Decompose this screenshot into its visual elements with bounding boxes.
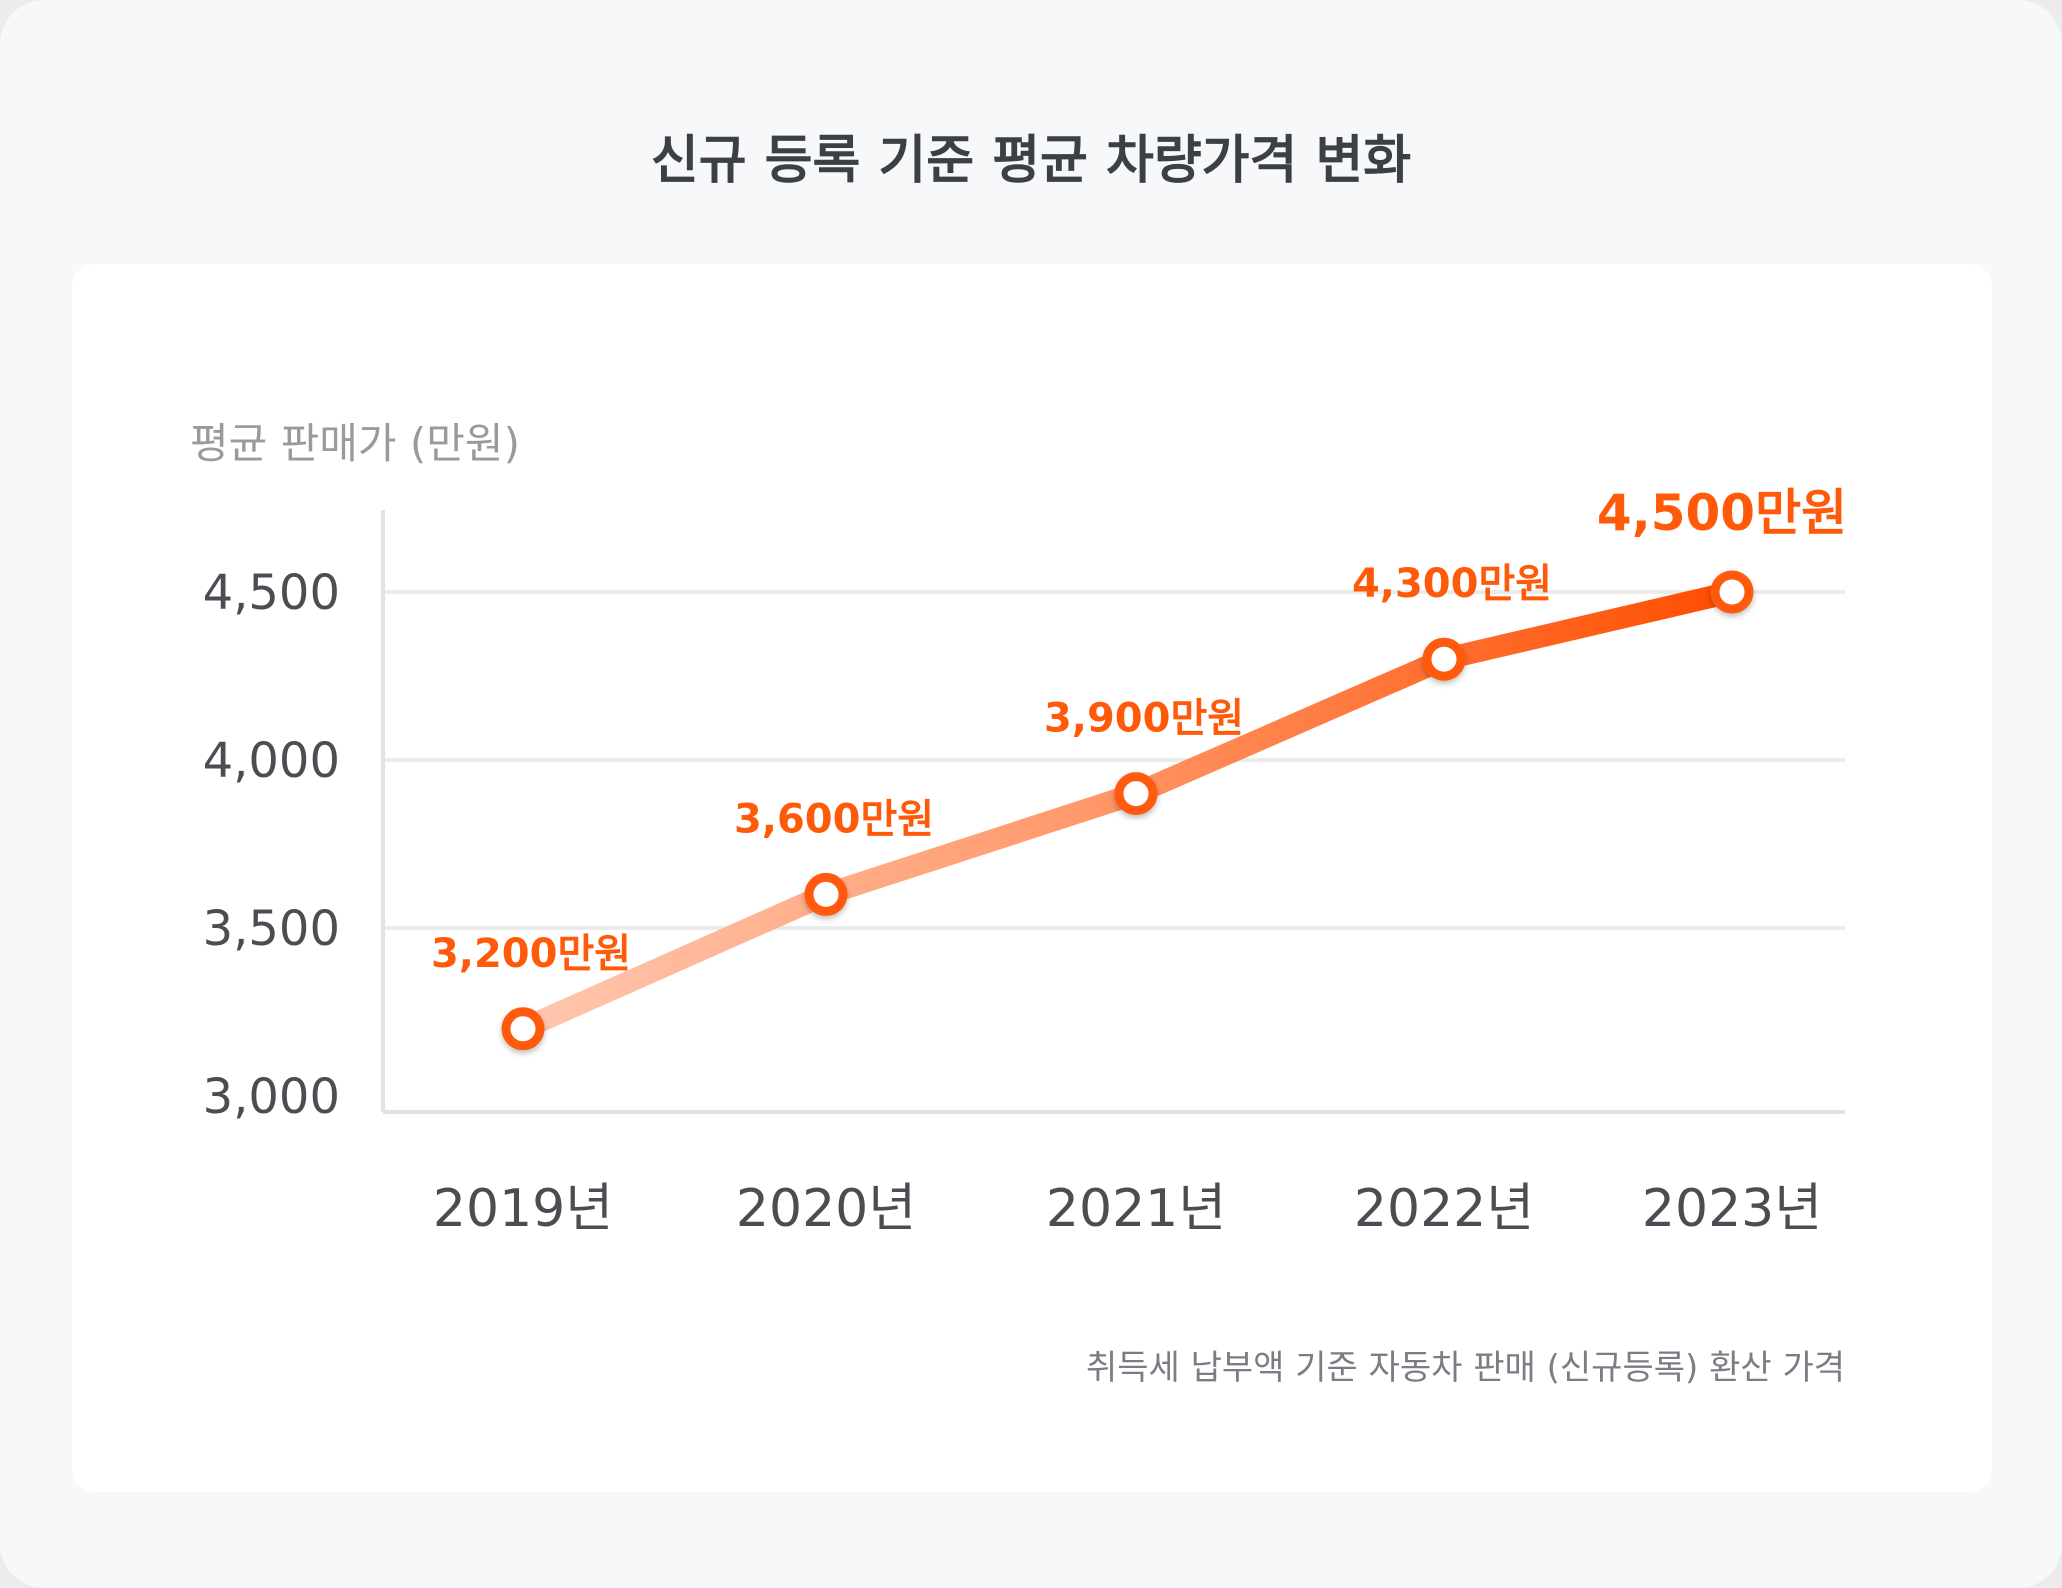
- x-tick-label: 2021년: [1046, 1179, 1226, 1239]
- y-tick-label: 3,500: [203, 901, 340, 957]
- data-label: 4,500만원: [1597, 484, 1847, 542]
- x-tick-label: 2019년: [433, 1179, 613, 1239]
- data-label: 4,300만원: [1352, 561, 1552, 607]
- y-tick-label: 3,000: [203, 1069, 340, 1125]
- data-point: [804, 872, 848, 916]
- x-tick-label: 2023년: [1642, 1179, 1822, 1239]
- data-point: [501, 1007, 545, 1051]
- y-tick-label: 4,500: [203, 565, 340, 621]
- data-point: [1710, 570, 1754, 614]
- chart-title: 신규 등록 기준 평균 차량가격 변화: [650, 131, 1412, 191]
- y-axis-label: 평균 판매가 (만원): [190, 419, 520, 468]
- x-tick-label: 2022년: [1354, 1179, 1534, 1239]
- source-note: 취득세 납부액 기준 자동차 판매 (신규등록) 환산 가격: [1085, 1348, 1845, 1388]
- data-point: [1114, 772, 1158, 816]
- data-point: [1422, 637, 1466, 681]
- data-label: 3,200만원: [431, 931, 631, 977]
- x-tick-label: 2020년: [736, 1179, 916, 1239]
- data-label: 3,900만원: [1044, 696, 1244, 742]
- data-label: 3,600만원: [734, 796, 934, 842]
- chart-card: [72, 264, 1992, 1492]
- y-tick-label: 4,000: [203, 733, 340, 789]
